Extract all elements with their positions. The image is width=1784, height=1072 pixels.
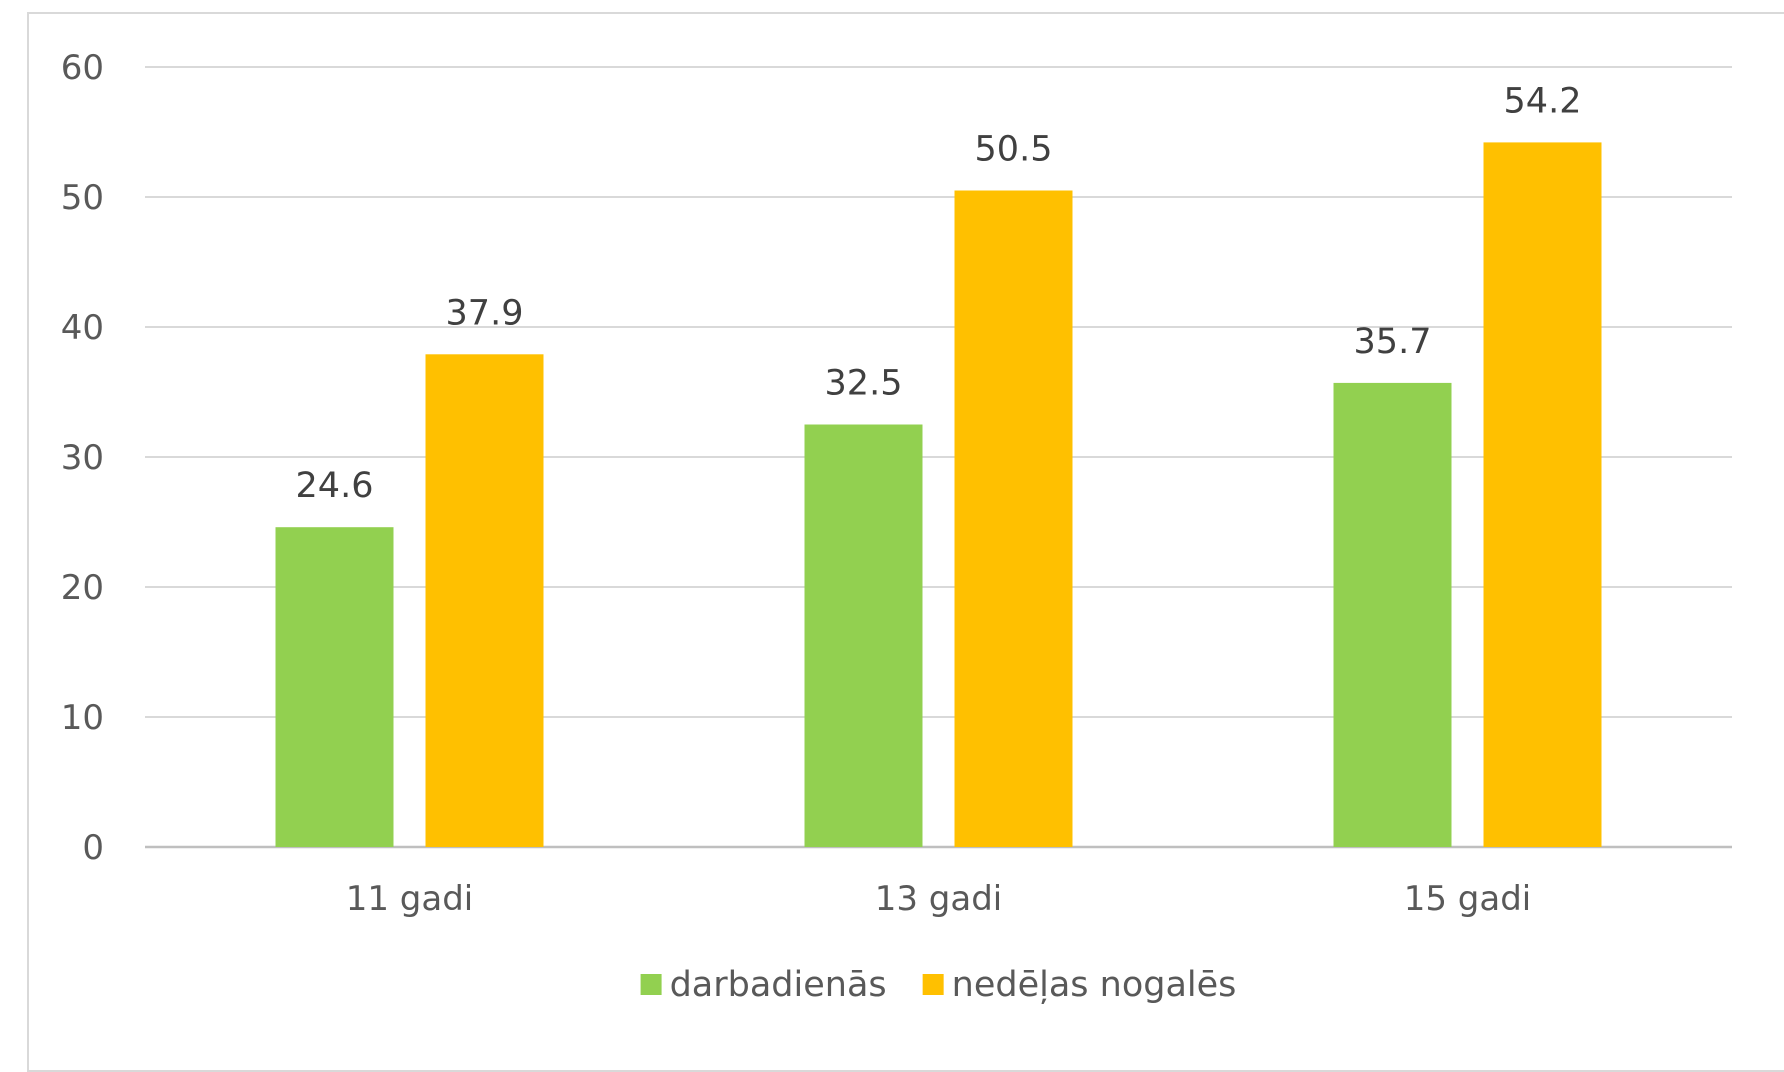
y-tick-label: 30 <box>61 438 104 478</box>
data-label: 24.6 <box>296 466 374 506</box>
data-label: 32.5 <box>825 364 903 404</box>
y-tick-label: 10 <box>61 698 104 738</box>
gridlines <box>145 66 1732 849</box>
bar-series-1-13-gadi <box>954 190 1073 847</box>
legend-item-0[interactable]: darbadienās <box>640 965 887 1005</box>
y-tick-label: 50 <box>61 178 104 218</box>
data-label: 35.7 <box>1354 322 1432 362</box>
legend-label: nedēļas nogalēs <box>952 965 1237 1005</box>
legend-swatch <box>922 974 944 995</box>
legend-swatch <box>640 974 662 995</box>
y-tick-label: 40 <box>61 308 104 348</box>
legend-item-1[interactable]: nedēļas nogalēs <box>922 965 1237 1005</box>
y-axis-ticks: 0 10 20 30 40 50 60 <box>61 48 104 868</box>
y-tick-label: 0 <box>82 828 104 868</box>
x-tick-label: 15 gadi <box>1404 879 1532 919</box>
x-tick-label: 13 gadi <box>875 879 1003 919</box>
y-tick-label: 20 <box>61 568 104 608</box>
bar-series-0-13-gadi <box>804 424 923 847</box>
legend[interactable]: darbadienās nedēļas nogalēs <box>640 965 1237 1005</box>
bar-series-0-11-gadi <box>275 527 394 847</box>
bar-series-1-15-gadi <box>1483 142 1602 847</box>
data-label: 54.2 <box>1504 81 1582 121</box>
bars <box>275 142 1602 847</box>
data-label: 50.5 <box>975 130 1053 170</box>
bar-series-1-11-gadi <box>425 354 544 847</box>
data-labels: 24.6 37.9 32.5 50.5 35.7 54.2 <box>296 81 1582 506</box>
data-label: 37.9 <box>446 293 524 333</box>
x-axis-ticks: 11 gadi 13 gadi 15 gadi <box>346 879 1532 919</box>
bar-series-0-15-gadi <box>1333 382 1452 847</box>
legend-label: darbadienās <box>670 965 887 1005</box>
y-tick-label: 60 <box>61 48 104 88</box>
x-tick-label: 11 gadi <box>346 879 474 919</box>
